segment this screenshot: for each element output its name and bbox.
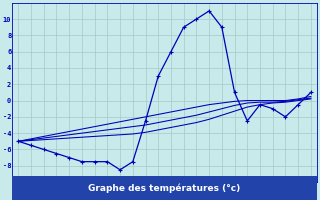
Text: Graphe des températures (°c): Graphe des températures (°c) (88, 183, 241, 193)
